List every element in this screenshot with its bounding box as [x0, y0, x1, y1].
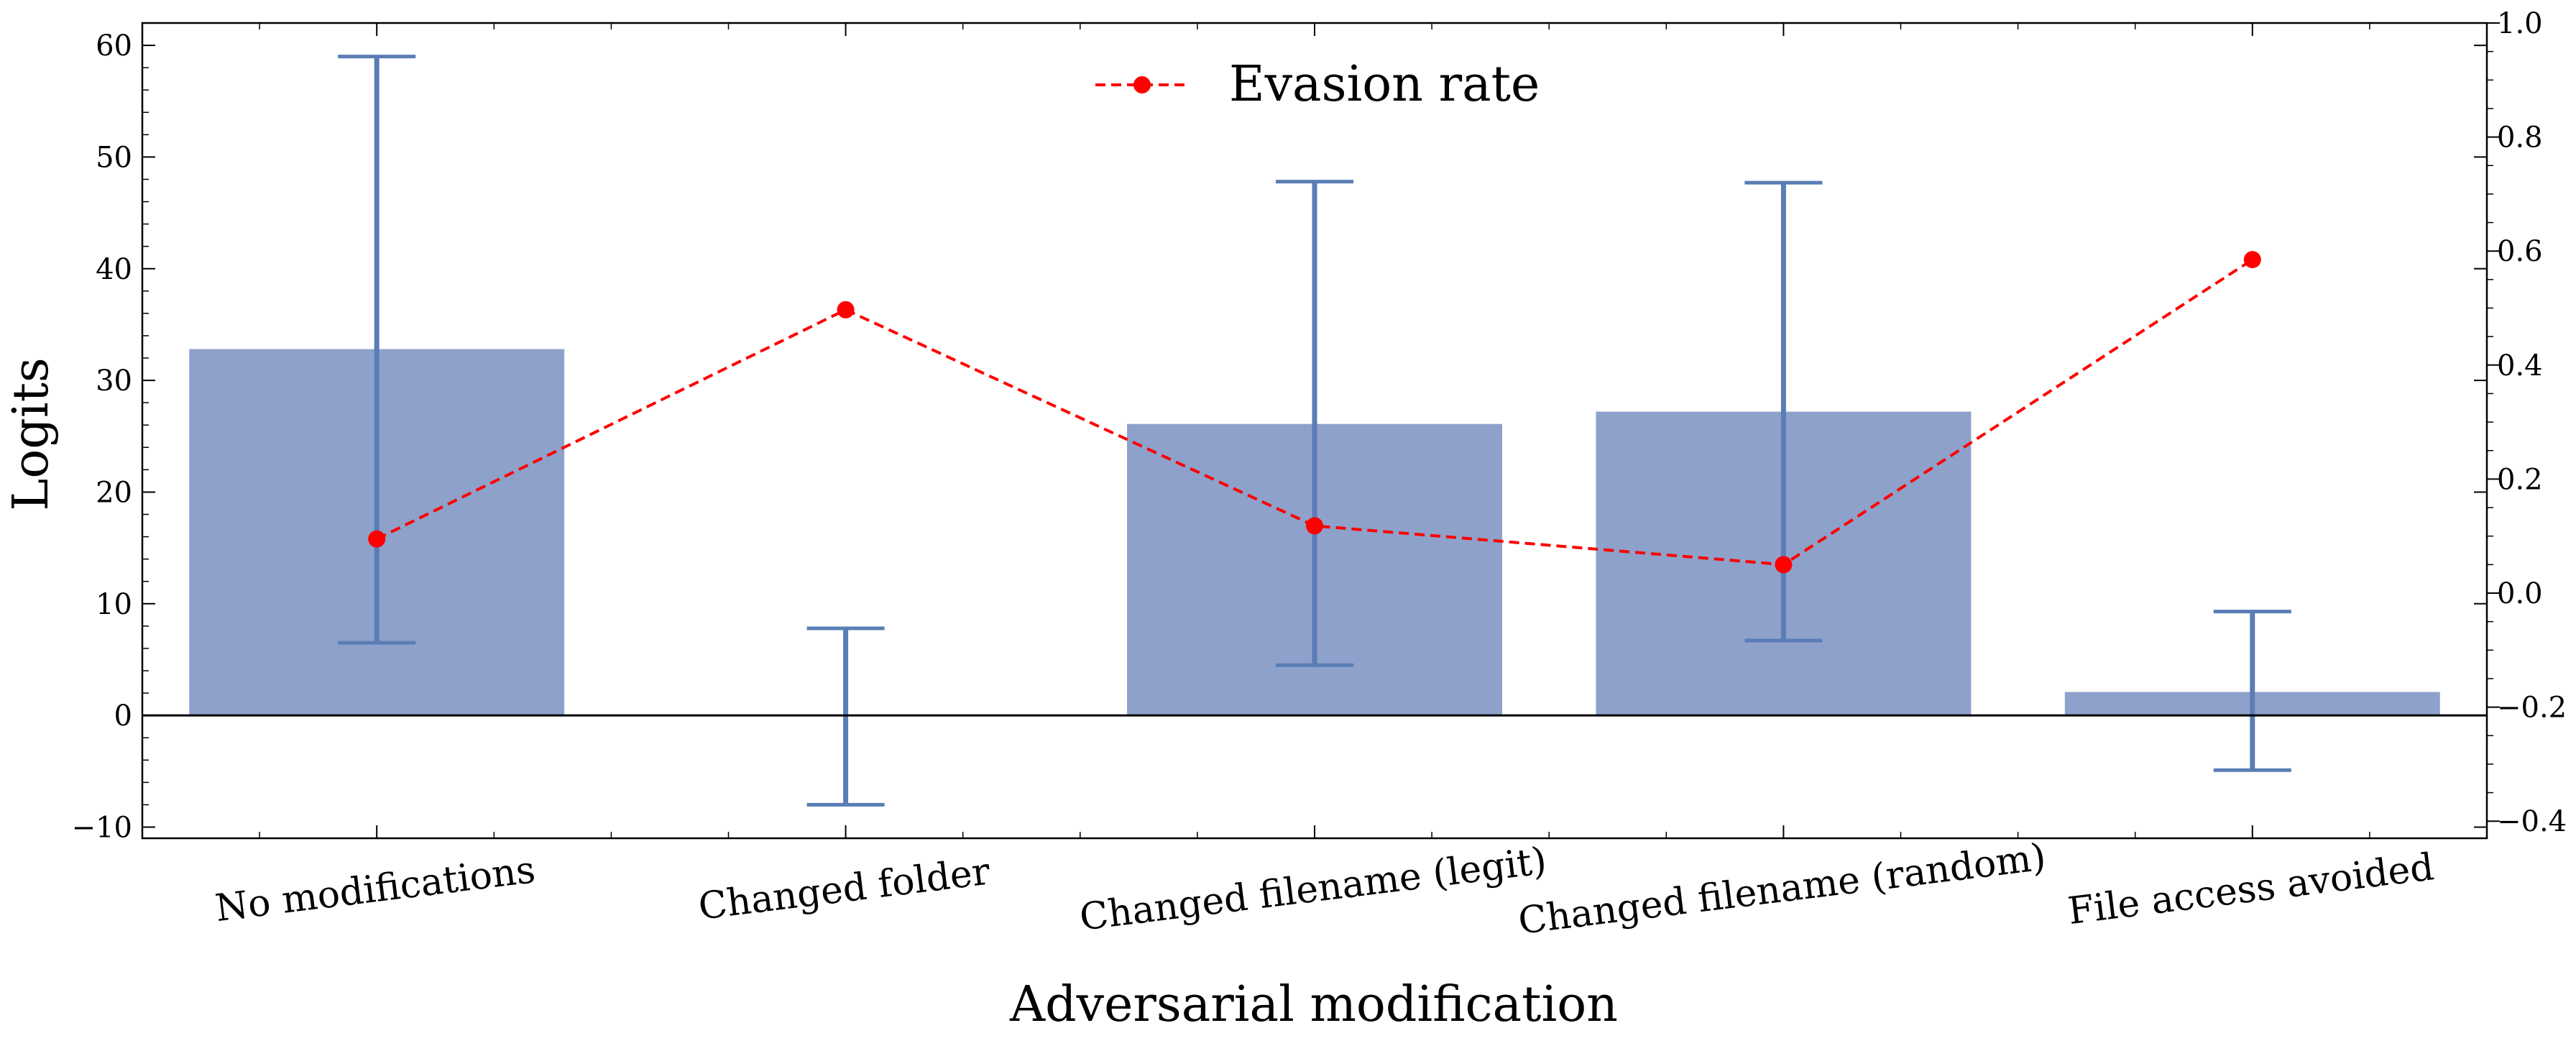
y2-tick-label: 0.4: [2497, 349, 2543, 382]
x-tick-label-0: No modifications: [213, 848, 538, 930]
x-tick-label-2: Changed filename (legit): [1077, 840, 1549, 940]
y2-tick-label: −0.4: [2497, 805, 2567, 838]
x-tick-label-4: File access avoided: [2066, 845, 2437, 933]
evasion-rate-point-1: [837, 301, 855, 318]
legend-marker-swatch: [1133, 76, 1151, 93]
y-tick-label: 0: [114, 700, 132, 733]
y-tick-label: 60: [96, 29, 132, 63]
errorbar-4: [2213, 610, 2291, 772]
legend-label-evasion-rate: Evasion rate: [1229, 56, 1540, 113]
y-tick-label: −10: [72, 811, 132, 844]
x-tick-label-1: Changed folder: [696, 850, 993, 928]
evasion-rate-point-3: [1775, 556, 1793, 574]
y2-tick-label: −0.2: [2497, 692, 2567, 725]
y-tick-label: 10: [96, 588, 132, 621]
errorbar-1: [806, 626, 885, 807]
evasion-line-layer: [368, 251, 2261, 574]
y2-tick-label: 0.8: [2497, 121, 2543, 155]
errorbar-2: [1276, 180, 1353, 667]
legend: Evasion rate: [1095, 56, 1540, 113]
y2-tick-label: 0.2: [2497, 463, 2543, 496]
evasion-rate-point-2: [1306, 517, 1323, 535]
y2-tick-label: 0.0: [2497, 577, 2543, 610]
y2-tick-label: 0.6: [2497, 235, 2543, 268]
evasion-rate-point-0: [368, 530, 386, 548]
ticks-layer: [142, 22, 2500, 838]
y2-tick-label: 1.0: [2497, 7, 2543, 40]
y-axis-title: Logits: [3, 357, 60, 511]
y-tick-label: 20: [96, 476, 132, 509]
y-tick-label: 40: [96, 253, 132, 286]
evasion-rate-point-4: [2243, 251, 2261, 269]
x-axis-title: Adversarial modification: [1009, 976, 1618, 1033]
evasion-rate-line: [376, 258, 2253, 567]
y-tick-label: 50: [96, 141, 132, 174]
y-tick-label: 30: [96, 364, 132, 398]
x-tick-label-3: Changed filename (random): [1516, 835, 2048, 943]
